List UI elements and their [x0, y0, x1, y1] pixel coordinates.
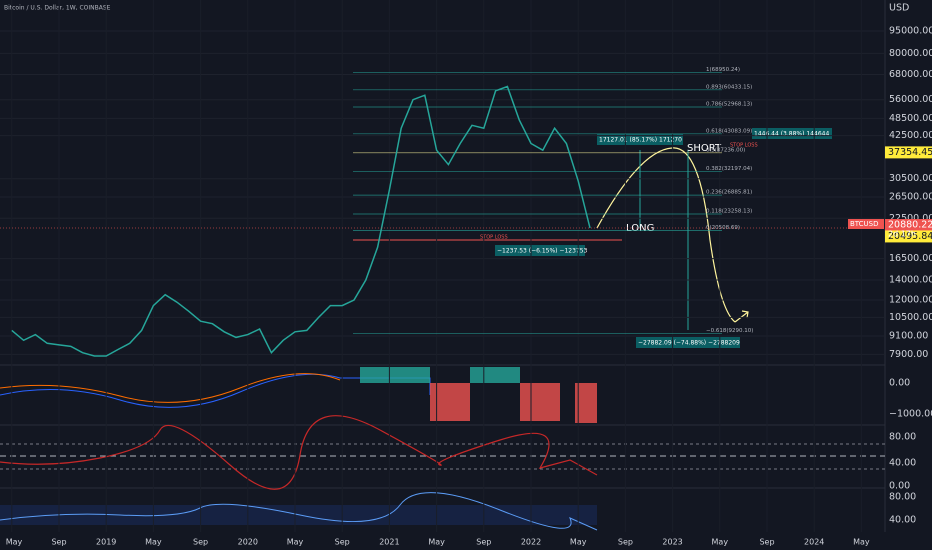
- y-tick-label: 7900.00: [889, 349, 928, 360]
- rsi-tick-label: 0.00: [889, 481, 910, 492]
- y-tick-label: 10500.00: [889, 312, 932, 323]
- x-tick-label: Sep: [335, 538, 350, 547]
- fib-label: 0.893(60433.15): [706, 84, 752, 90]
- annotation: −27882.09 (−74.88%) −2788209: [638, 340, 740, 347]
- rsi-tick-label: 80.00: [889, 432, 916, 443]
- y-tick-label: 16500.00: [889, 253, 932, 264]
- y-tick-label: 48500.00: [889, 113, 932, 124]
- fib-label: 0.382(32197.04): [706, 166, 752, 172]
- price-label: 20495.84: [888, 231, 932, 242]
- y-tick-label: 56000.00: [889, 94, 932, 105]
- stoch-tick-label: 80.00: [889, 492, 916, 503]
- x-tick-label: May: [6, 538, 23, 547]
- x-tick-label: Sep: [193, 538, 208, 547]
- price-label-box: [885, 219, 932, 232]
- x-tick-label: May: [287, 538, 304, 547]
- y-tick-label: 80000.00: [889, 48, 932, 59]
- annotation: SHORT: [687, 143, 722, 154]
- x-tick-label: 2021: [379, 538, 399, 547]
- annotation: 17127.01 (85.17%) 171270: [599, 137, 682, 144]
- signal-line: [0, 373, 341, 403]
- fib-label: 0.618(43083.09): [706, 128, 752, 134]
- macd-histogram: [575, 383, 597, 423]
- x-tick-label: Sep: [476, 538, 491, 547]
- stoch-tick-label: 40.00: [889, 515, 916, 526]
- x-tick-label: 2024: [804, 538, 824, 547]
- macd-line: [0, 373, 431, 408]
- price-label-box: [885, 230, 932, 243]
- macd-histogram: [360, 367, 430, 383]
- macd-tick-label: −1000.00: [889, 409, 932, 420]
- y-tick-label: 30500.00: [889, 173, 932, 184]
- x-tick-label: Sep: [759, 538, 774, 547]
- y-tick-label: 95000.00: [889, 26, 932, 37]
- y-tick-label: 12000.00: [889, 295, 932, 306]
- measure-box: [636, 337, 740, 348]
- fib-label: 1(68950.24): [706, 67, 740, 73]
- x-tick-label: 2020: [238, 538, 258, 547]
- projection-curve: [596, 147, 736, 323]
- stoch-line: [0, 492, 598, 531]
- chart-title: Bitcoin / U.S. Dollar, 1W, COINBASE: [4, 5, 111, 12]
- fib-label: 0.786(52968.13): [706, 101, 752, 107]
- x-tick-label: May: [145, 538, 162, 547]
- symbol-box: [848, 219, 884, 230]
- x-tick-label: Sep: [618, 538, 633, 547]
- y-tick-label: 14000.00: [889, 274, 932, 285]
- price-line: [11, 85, 591, 357]
- rsi-tick-label: 40.00: [889, 458, 916, 469]
- x-tick-label: 2023: [662, 538, 682, 547]
- x-tick-label: 2022: [521, 538, 541, 547]
- annotation: STOP LOSS: [730, 143, 758, 149]
- y-tick-label: 9100.00: [889, 330, 928, 341]
- annotation: −1237.53 (−6.15%) −123753: [497, 248, 588, 255]
- measure-box: [597, 134, 683, 145]
- macd-histogram: [470, 367, 520, 383]
- annotation: LONG: [626, 223, 654, 234]
- price-label: 20880.22: [888, 220, 932, 231]
- x-tick-label: May: [853, 538, 870, 547]
- annotation: 1446.44 (3.88%) 144644: [754, 131, 829, 138]
- y-tick-label: 22500.00: [889, 213, 932, 224]
- x-tick-label: May: [428, 538, 445, 547]
- countdown: 2d 17h: [888, 230, 916, 239]
- fib-label: 0.236(26885.81): [706, 190, 752, 196]
- x-tick-label: 2019: [96, 538, 116, 547]
- rsi-line: [0, 415, 598, 490]
- x-tick-label: May: [570, 538, 587, 547]
- annotation: STOP LOSS: [480, 235, 508, 241]
- axis-unit: USD: [889, 3, 909, 14]
- fib-label: 0.5(37236.00): [706, 147, 745, 153]
- price-label: 37354.45: [888, 147, 932, 158]
- y-tick-label: 68000.00: [889, 69, 932, 80]
- measure-box: [495, 245, 585, 256]
- macd-histogram: [520, 383, 560, 421]
- symbol-label: BTCUSD: [850, 220, 879, 228]
- fib-label: 0.118(23258.13): [706, 208, 752, 214]
- x-tick-label: Sep: [51, 538, 66, 547]
- x-tick-label: May: [712, 538, 729, 547]
- macd-tick-label: 0.00: [889, 378, 910, 389]
- macd-histogram: [430, 383, 470, 421]
- measure-box: [752, 128, 832, 139]
- y-tick-label: 26500.00: [889, 192, 932, 203]
- y-tick-label: 42500.00: [889, 130, 932, 141]
- fib-label: −0.618(9290.10): [706, 328, 753, 334]
- price-label-box: [885, 146, 932, 159]
